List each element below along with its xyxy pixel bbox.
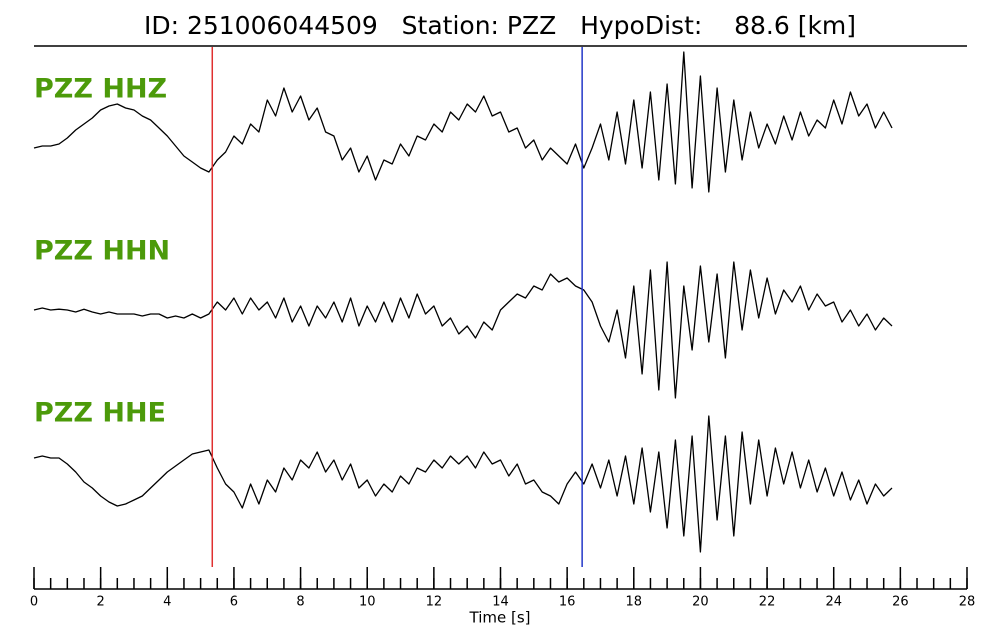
x-tick-label: 22	[759, 595, 776, 610]
x-tick-label: 20	[692, 595, 709, 610]
x-tick-label: 4	[163, 595, 171, 610]
waveform	[33, 415, 893, 553]
waveform	[33, 261, 893, 399]
trace-label: PZZ HHZ	[34, 74, 167, 105]
x-tick-label: 6	[230, 595, 238, 610]
trace-label: PZZ HHE	[34, 398, 166, 429]
trace-label: PZZ HHN	[34, 236, 170, 267]
x-tick-label: 8	[296, 595, 304, 610]
x-tick-label: 14	[492, 595, 509, 610]
x-tick-label: 18	[626, 595, 643, 610]
waveform	[33, 51, 893, 193]
x-tick-label: 24	[825, 595, 842, 610]
x-tick-label: 28	[959, 595, 976, 610]
x-tick-label: 10	[359, 595, 376, 610]
x-tick-label: 12	[426, 595, 443, 610]
x-tick-label: 2	[97, 595, 105, 610]
x-tick-label: 0	[30, 595, 38, 610]
chart-title: ID: 251006044509 Station: PZZ HypoDist: …	[144, 11, 856, 40]
x-tick-label: 26	[892, 595, 909, 610]
x-axis-label: Time [s]	[469, 609, 531, 627]
x-tick-label: 16	[559, 595, 576, 610]
